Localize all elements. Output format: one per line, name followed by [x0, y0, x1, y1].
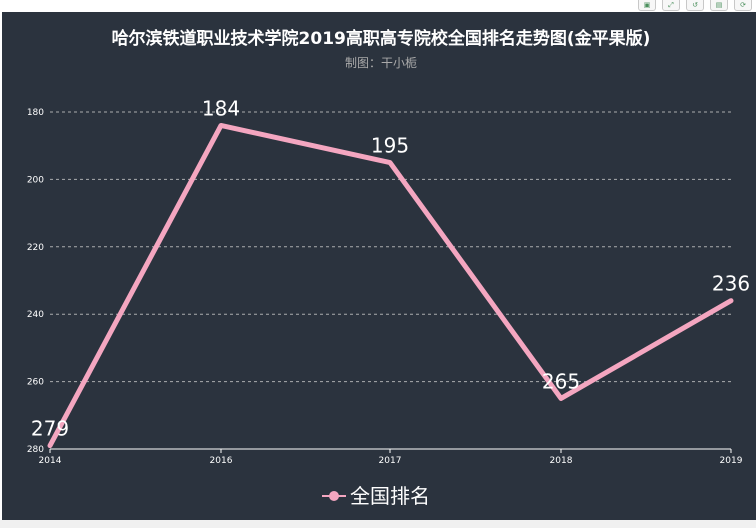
x-tick-label: 2017	[379, 456, 402, 466]
legend-marker-icon	[329, 491, 339, 501]
bottom-strip	[0, 520, 756, 528]
data-labels: 279 184 195 265 236	[31, 96, 750, 440]
data-label: 265	[542, 369, 580, 393]
data-label: 184	[202, 96, 240, 120]
legend-label[interactable]: 全国排名	[350, 484, 430, 508]
x-tick-label: 2014	[39, 456, 62, 466]
y-tick-label: 280	[27, 445, 44, 455]
series-line	[47, 122, 734, 449]
data-label: 236	[712, 272, 750, 296]
x-tick-label: 2018	[550, 456, 573, 466]
y-tick-label: 260	[27, 378, 44, 388]
refresh-icon[interactable]: ⟳	[734, 0, 752, 11]
series-lines	[47, 122, 734, 449]
data-label: 279	[31, 417, 69, 441]
data-view-icon[interactable]: ▤	[710, 0, 728, 11]
restore-icon[interactable]: ↺	[686, 0, 704, 11]
data-label: 195	[371, 134, 409, 158]
chart-title: 哈尔滨铁道职业技术学院2019高职高专院校全国排名走势图(金平果版)	[112, 28, 651, 49]
y-tick-label: 180	[27, 108, 44, 118]
chart-background	[2, 12, 756, 520]
x-tick-label: 2019	[720, 456, 743, 466]
legend[interactable]: 全国排名	[322, 484, 430, 508]
y-tick-label: 240	[27, 310, 44, 320]
x-tick-label: 2016	[210, 456, 233, 466]
y-tick-label: 200	[27, 175, 44, 185]
x-axis: 2014 2016 2017 2018 2019	[39, 448, 743, 466]
save-icon[interactable]: ▣	[638, 0, 656, 11]
chart-toolbox: ▣ ⤢ ↺ ▤ ⟳	[592, 0, 756, 12]
chart-subtitle: 制图：干小栀	[345, 56, 417, 70]
y-tick-label: 220	[27, 243, 44, 253]
y-axis: 180 200 220 240 260 280	[27, 108, 44, 455]
zoom-icon[interactable]: ⤢	[662, 0, 680, 11]
